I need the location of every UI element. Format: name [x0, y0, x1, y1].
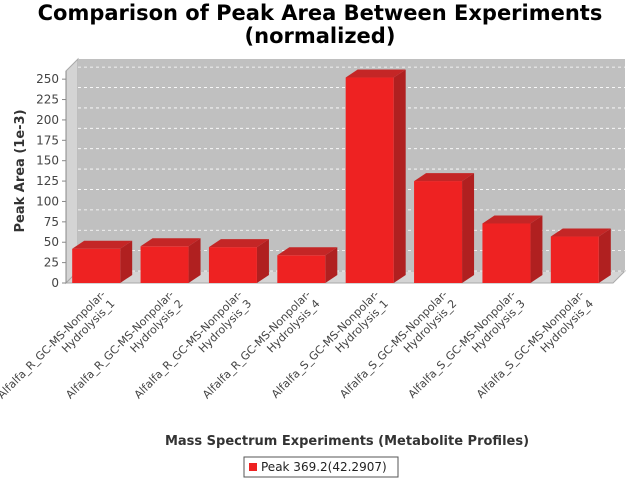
- chart-title-line-2: (normalized): [245, 24, 396, 48]
- bar: [550, 228, 611, 283]
- bar: [345, 69, 406, 284]
- y-tick-label: 0: [51, 276, 59, 290]
- bar-top: [140, 238, 201, 247]
- bar-front: [550, 236, 599, 283]
- chart-title-line-1: Comparison of Peak Area Between Experime…: [38, 1, 603, 25]
- y-tick-label: 200: [36, 113, 59, 127]
- bar-side: [462, 173, 475, 283]
- y-tick-label: 100: [36, 194, 59, 208]
- y-tick-label: 250: [36, 72, 59, 86]
- bar-top: [482, 215, 543, 224]
- y-axis-title: Peak Area (1e-3): [13, 109, 28, 232]
- y-tick-label: 50: [44, 235, 59, 249]
- y-tick-label: 75: [44, 215, 59, 229]
- y-tick-label: 25: [44, 256, 59, 270]
- bar-top: [277, 247, 338, 256]
- bar-front: [345, 77, 394, 284]
- legend: Peak 369.2(42.2907): [243, 456, 399, 478]
- bar-top: [414, 173, 475, 182]
- y-tick-label: 225: [36, 93, 59, 107]
- x-axis-title: Mass Spectrum Experiments (Metabolite Pr…: [165, 434, 529, 449]
- bar: [208, 239, 269, 283]
- bar-side: [256, 239, 269, 283]
- bar-side: [325, 247, 338, 283]
- bar-side: [120, 240, 133, 283]
- bar: [140, 238, 201, 283]
- bar-front: [208, 247, 257, 283]
- bar-front: [140, 246, 189, 283]
- legend-box: [243, 456, 399, 478]
- x-axis-labels: Alfalfa_R_GC-MS-Nonpolar-Hydrolysis_1Alf…: [0, 288, 596, 411]
- bar: [72, 240, 133, 283]
- bar-front: [72, 248, 121, 283]
- y-tick-label: 175: [36, 133, 59, 147]
- bar-top: [345, 69, 406, 78]
- bar: [414, 173, 475, 283]
- legend-swatch: [249, 463, 257, 471]
- y-axis: 0 25 50 75 100 125 150 175 200 225 250: [36, 71, 67, 290]
- bar-side: [188, 238, 201, 283]
- bar: [277, 247, 338, 283]
- x-tick-label: Alfalfa_R_GC-MS-Nonpolar-Hydrolysis_1: [0, 288, 118, 411]
- bar-front: [482, 223, 531, 283]
- y-tick-label: 150: [36, 154, 59, 168]
- legend-label: Peak 369.2(42.2907): [261, 460, 387, 474]
- bar-front: [277, 255, 326, 283]
- bar-side: [598, 228, 611, 283]
- bar-side: [393, 69, 406, 284]
- y-tick-label: 125: [36, 174, 59, 188]
- bar-top: [550, 228, 611, 237]
- bar-top: [72, 240, 133, 249]
- bar: [482, 215, 543, 283]
- bars: [72, 69, 611, 284]
- bar-front: [414, 181, 463, 283]
- bar-top: [208, 239, 269, 248]
- bar-side: [530, 215, 543, 283]
